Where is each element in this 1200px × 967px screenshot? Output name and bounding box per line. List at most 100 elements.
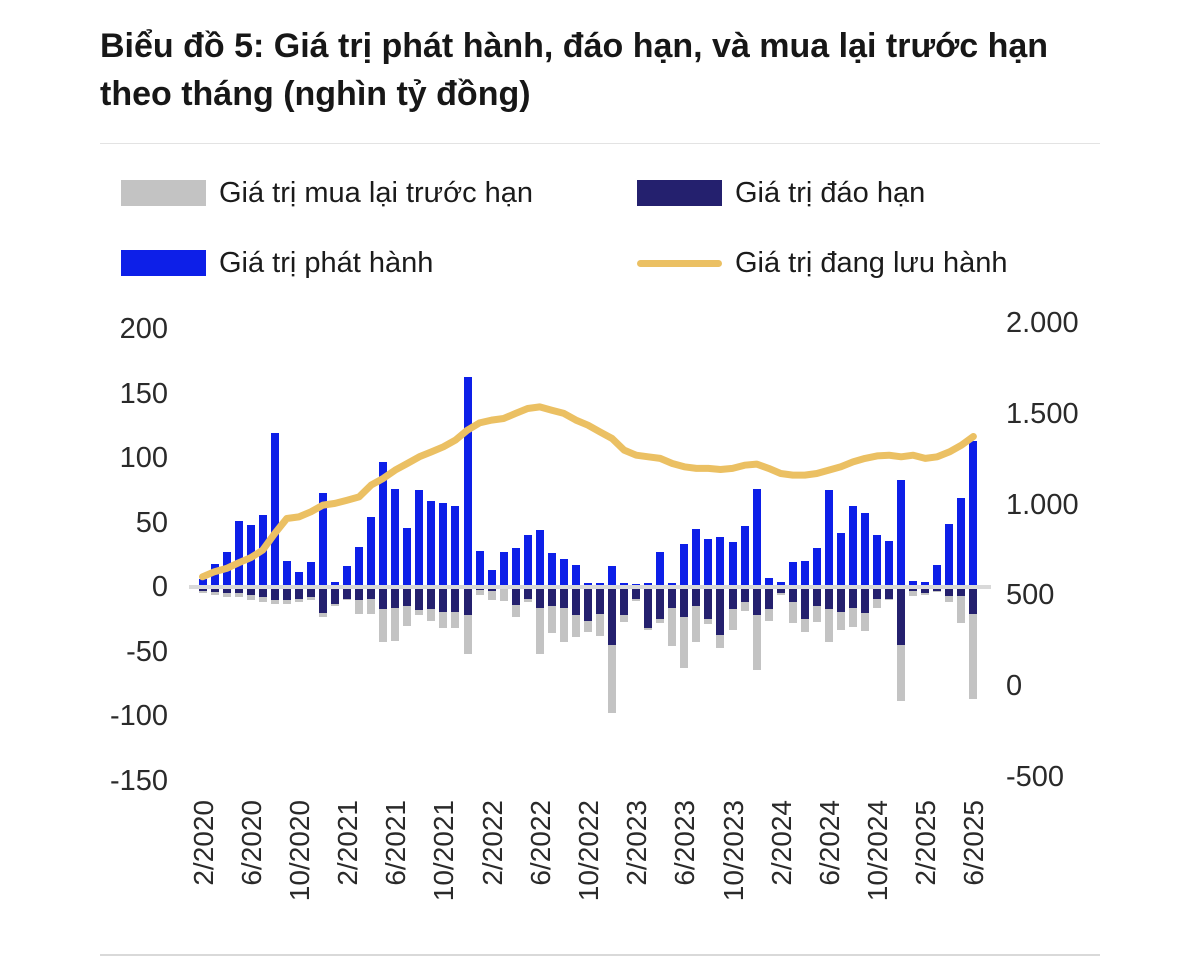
bar-buyback [933, 590, 942, 593]
left-axis-tick: -50 [126, 635, 168, 668]
bar-maturity [861, 587, 870, 613]
bar-issuance [367, 517, 376, 587]
bar-buyback [728, 608, 737, 630]
right-axis-tick: 0 [1006, 670, 1023, 702]
bar-maturity [740, 587, 749, 603]
bar-buyback [680, 616, 689, 669]
bar-issuance [885, 540, 894, 587]
bar-buyback [463, 615, 472, 655]
bar-buyback [246, 594, 255, 600]
bar-maturity [836, 587, 845, 612]
bar-buyback [427, 608, 436, 621]
bar-buyback [258, 597, 267, 603]
bar-buyback [632, 598, 641, 602]
bar-buyback [716, 634, 725, 648]
bar-issuance [391, 488, 400, 587]
x-axis-label: 2/2021 [332, 800, 364, 886]
bar-buyback [331, 603, 339, 607]
bar-maturity [620, 587, 629, 616]
bar-maturity [306, 587, 315, 598]
bar-issuance [427, 500, 436, 587]
bar-buyback [499, 588, 508, 602]
bar-maturity [391, 587, 400, 608]
bar-issuance [740, 526, 749, 587]
bar-buyback [523, 598, 532, 603]
bar-maturity [969, 587, 978, 615]
bar-maturity [559, 587, 568, 608]
bar-buyback [873, 598, 882, 608]
left-axis-tick: 200 [119, 313, 168, 345]
bar-issuance [439, 503, 448, 587]
bar-maturity [355, 587, 364, 600]
title-divider [100, 143, 1100, 144]
bar-maturity [824, 587, 833, 609]
bar-buyback [945, 596, 954, 603]
x-axis-label: 2/2023 [621, 800, 653, 886]
bar-buyback [788, 602, 797, 624]
bar-maturity [331, 587, 339, 604]
bar-maturity [752, 587, 761, 616]
bar-maturity [583, 587, 592, 621]
x-axis-label: 10/2022 [572, 800, 604, 902]
bar-maturity [367, 587, 376, 599]
bar-buyback [921, 593, 930, 595]
bar-buyback [812, 606, 821, 622]
bar-maturity [547, 587, 556, 607]
legend-item-maturity: Giá trị đáo hạn [637, 168, 925, 218]
bar-buyback [861, 612, 870, 631]
bar-issuance [728, 541, 737, 587]
legend-item-issuance: Giá trị phát hành [121, 238, 433, 288]
x-axis-label: 2/2024 [765, 800, 797, 886]
bar-maturity [692, 587, 701, 607]
bar-issuance [318, 492, 327, 587]
bar-buyback [656, 619, 665, 624]
bar-buyback [306, 597, 315, 600]
bar-issuance [258, 514, 267, 587]
bar-buyback [885, 598, 894, 600]
bar-buyback [403, 606, 412, 626]
bar-maturity [463, 587, 472, 616]
bar-maturity [451, 587, 460, 612]
bar-maturity [523, 587, 532, 599]
bar-issuance [812, 548, 821, 587]
bar-maturity [343, 587, 352, 599]
bar-buyback [909, 590, 918, 597]
bar-issuance [210, 563, 219, 587]
bar-issuance [608, 566, 617, 587]
bar-maturity [439, 587, 448, 612]
right-axis-tick: 2.000 [1006, 307, 1079, 340]
right-axis-tick: -500 [1006, 760, 1065, 793]
x-axis-label: 2/2022 [476, 800, 508, 886]
x-axis-label: 6/2025 [958, 800, 990, 886]
bar-buyback [957, 596, 966, 624]
bar-issuance [559, 558, 568, 587]
bar-buyback [969, 614, 978, 700]
bar-buyback [644, 628, 653, 630]
bar-buyback [343, 598, 352, 600]
bar-maturity [704, 587, 713, 620]
bar-maturity [957, 587, 966, 597]
bar-maturity [608, 587, 617, 646]
bar-buyback [475, 589, 484, 595]
bar-buyback [198, 590, 207, 594]
bar-buyback [222, 593, 231, 598]
bar-buyback [800, 619, 809, 633]
bar-maturity [246, 587, 255, 595]
bar-issuance [788, 562, 797, 587]
x-axis-label: 6/2023 [669, 800, 701, 886]
bar-issuance [692, 528, 701, 587]
bar-maturity [318, 587, 327, 613]
left-axis-tick: 150 [119, 377, 168, 410]
bar-buyback [210, 592, 219, 595]
legend-swatch-maturity [637, 180, 722, 206]
bar-buyback [439, 611, 448, 629]
legend-label-outstanding: Giá trị đang lưu hành [735, 246, 1008, 279]
bar-issuance [764, 577, 773, 587]
bar-maturity [897, 587, 906, 646]
bar-maturity [632, 587, 641, 599]
left-axis-tick: 50 [135, 506, 168, 539]
bar-issuance [933, 565, 942, 587]
bar-buyback [367, 598, 376, 615]
bar-buyback [897, 645, 906, 701]
